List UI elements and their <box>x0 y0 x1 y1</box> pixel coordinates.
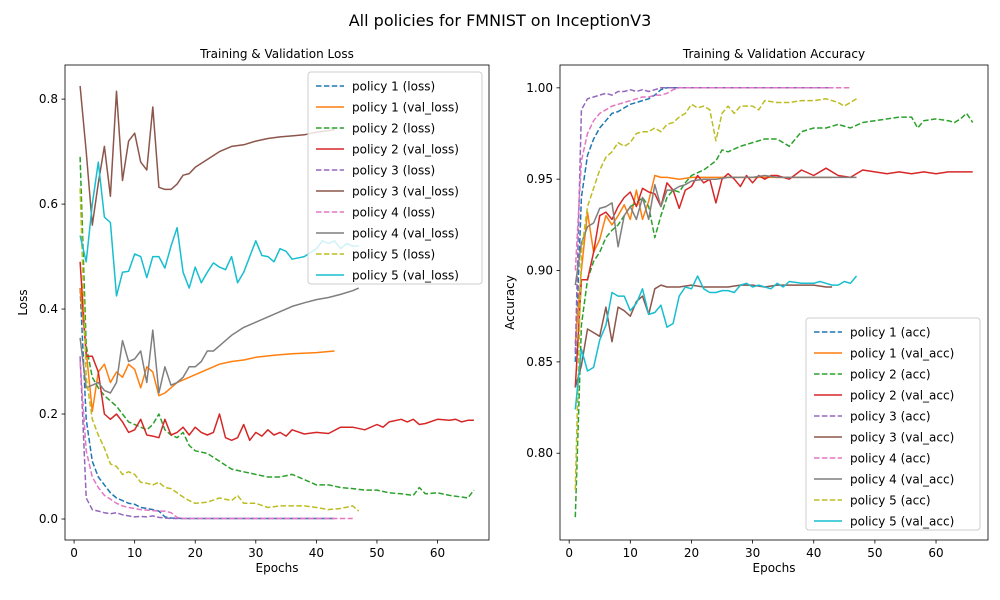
legend-label: policy 3 (val_loss) <box>352 185 459 199</box>
x-tick-label: 60 <box>430 546 445 560</box>
legend-box <box>805 317 981 531</box>
x-tick-label: 10 <box>623 546 638 560</box>
plot-frame <box>64 64 490 541</box>
x-tick-label: 50 <box>867 546 882 560</box>
legend: policy 1 (acc) policy 1 (val_acc)policy 2… <box>805 317 981 531</box>
y-tick-label: 1.00 <box>526 81 553 95</box>
legend-label: policy 3 (acc) <box>850 410 931 424</box>
legend-label: policy 4 (acc) <box>850 452 931 466</box>
series-line-3 <box>574 112 974 518</box>
legend-label: policy 3 (loss) <box>352 164 435 178</box>
x-tick-label: 50 <box>369 546 384 560</box>
x-tick-label: 20 <box>188 546 203 560</box>
x-tick-label: 40 <box>806 546 821 560</box>
x-axis-label: Epochs <box>256 561 299 575</box>
series-line-9 <box>574 98 857 490</box>
chart-title: Training & Validation Accuracy <box>682 47 865 61</box>
series-line-10 <box>574 275 858 410</box>
legend: policy 1 (loss) policy 1 (val_loss)policy… <box>307 71 483 285</box>
accuracy-panel: Training & Validation Accuracy 0 10 20 30 40 5… <box>503 47 989 575</box>
y-tick-label: 0.95 <box>526 172 553 186</box>
x-tick-label: 30 <box>248 546 263 560</box>
series-line-1 <box>79 288 335 520</box>
series-line-6 <box>79 85 335 226</box>
series-line-4 <box>79 261 474 442</box>
y-tick-label: 0.90 <box>526 264 553 278</box>
series-line-2 <box>79 288 335 413</box>
x-tick-label: 60 <box>928 546 943 560</box>
series-line-8 <box>79 287 360 394</box>
legend-label: policy 4 (loss) <box>352 206 435 220</box>
legend-label: policy 2 (loss) <box>352 122 435 136</box>
legend-label: policy 1 (loss) <box>352 80 435 94</box>
legend-label: policy 5 (val_acc) <box>850 515 954 529</box>
series-line-4 <box>574 167 973 388</box>
series-line-2 <box>574 174 833 344</box>
loss-panel: Training & Validation Loss 0 10 20 30 40 50 60 0… <box>16 47 490 575</box>
series-lines <box>574 87 974 518</box>
series-line-8 <box>574 174 857 286</box>
y-axis-label: Accuracy <box>503 275 517 330</box>
chart-title: Training & Validation Loss <box>199 47 354 61</box>
series-line-9 <box>79 188 360 512</box>
legend-label: policy 3 (val_acc) <box>850 431 954 445</box>
legend-label: policy 4 (val_acc) <box>850 473 954 487</box>
series-line-7 <box>79 361 353 520</box>
legend-label: policy 2 (val_loss) <box>352 143 459 157</box>
figure-title: All policies for FMNIST on InceptionV3 <box>349 11 652 30</box>
x-tick-label: 40 <box>309 546 324 560</box>
y-tick-label: 0.85 <box>526 355 553 369</box>
x-tick-label: 30 <box>745 546 760 560</box>
legend-label: policy 2 (acc) <box>850 368 931 382</box>
series-line-3 <box>79 156 475 499</box>
legend-label: policy 5 (acc) <box>850 494 931 508</box>
series-line-6 <box>574 284 833 388</box>
legend-label: policy 2 (val_acc) <box>850 389 954 403</box>
x-tick-label: 0 <box>565 546 573 560</box>
y-axis-label: Loss <box>16 289 30 315</box>
y-tick-label: 0.2 <box>39 407 58 421</box>
legend-box <box>307 71 483 285</box>
series-line-7 <box>574 87 851 271</box>
plot-frame <box>559 64 989 541</box>
x-tick-label: 0 <box>70 546 78 560</box>
x-tick-label: 20 <box>684 546 699 560</box>
legend-label: policy 1 (acc) <box>850 326 931 340</box>
series-lines <box>79 85 475 520</box>
legend-label: policy 1 (val_acc) <box>850 347 954 361</box>
y-tick-label: 0.8 <box>39 92 58 106</box>
y-tick-label: 0.80 <box>526 446 553 460</box>
y-tick-label: 0.4 <box>39 302 58 316</box>
series-line-1 <box>574 87 833 362</box>
x-tick-label: 10 <box>127 546 142 560</box>
legend-label: policy 5 (val_loss) <box>352 269 459 283</box>
y-tick-label: 0.0 <box>39 512 58 526</box>
x-axis-label: Epochs <box>753 561 796 575</box>
legend-label: policy 4 (val_loss) <box>352 227 459 241</box>
legend-label: policy 5 (loss) <box>352 248 435 262</box>
y-tick-label: 0.6 <box>39 197 58 211</box>
legend-label: policy 1 (val_loss) <box>352 101 459 115</box>
series-line-5 <box>79 356 335 520</box>
